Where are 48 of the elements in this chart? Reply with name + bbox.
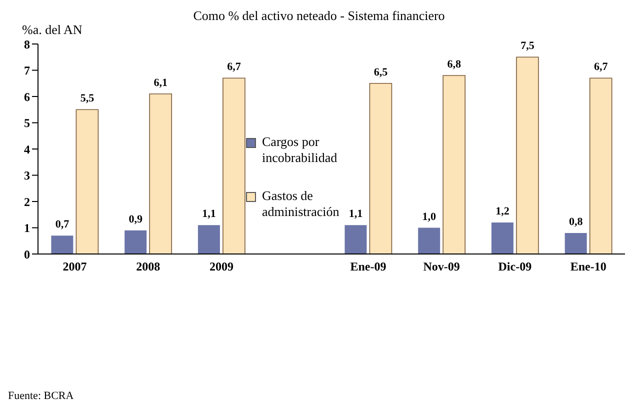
y-tick-label: 7 bbox=[24, 64, 30, 78]
y-tick-label: 5 bbox=[24, 116, 30, 130]
bar bbox=[344, 225, 367, 254]
y-tick-label: 6 bbox=[24, 90, 30, 104]
data-label: 0,9 bbox=[128, 213, 143, 226]
data-label: 1,2 bbox=[496, 206, 510, 218]
legend-label: Cargos por incobrabilidad bbox=[262, 134, 338, 166]
bar bbox=[516, 56, 539, 254]
source-note: Fuente: BCRA bbox=[8, 390, 75, 402]
data-label: 6,1 bbox=[154, 76, 168, 89]
bar bbox=[418, 228, 440, 254]
x-tick-label: 2008 bbox=[136, 260, 160, 274]
bar bbox=[149, 93, 172, 254]
data-label: 1,1 bbox=[348, 208, 363, 220]
y-tick-label: 0 bbox=[24, 247, 30, 262]
data-label: 5,5 bbox=[80, 92, 95, 105]
data-label: 0,8 bbox=[568, 216, 584, 228]
x-tick-label: 2009 bbox=[209, 260, 234, 274]
bar bbox=[76, 109, 99, 254]
bar bbox=[369, 82, 392, 254]
bar bbox=[564, 233, 587, 254]
bar bbox=[124, 230, 147, 254]
y-tick-label: 4 bbox=[24, 142, 30, 156]
data-label: 6,7 bbox=[594, 61, 608, 74]
data-label: 6,5 bbox=[374, 66, 388, 78]
chart-title: Como % del activo neteado - Sistema financiero bbox=[193, 8, 445, 23]
bar bbox=[198, 225, 220, 254]
data-label: 7,5 bbox=[520, 40, 535, 52]
data-label: 1,0 bbox=[422, 210, 436, 223]
x-tick-label: Dic-09 bbox=[498, 260, 532, 274]
bar bbox=[51, 236, 74, 254]
data-label: 1,1 bbox=[202, 208, 216, 220]
bar bbox=[442, 75, 466, 254]
y-tick-label: 2 bbox=[24, 194, 30, 209]
y-tick-label: 3 bbox=[24, 168, 30, 183]
data-label: 6,8 bbox=[447, 58, 462, 70]
y-tick-label: 8 bbox=[24, 37, 30, 52]
bar bbox=[589, 78, 612, 254]
legend-label: Gastos de administración bbox=[262, 188, 340, 219]
x-tick-label: 2007 bbox=[62, 260, 87, 274]
bar bbox=[491, 222, 514, 254]
x-tick-label: Ene-09 bbox=[350, 260, 386, 274]
data-label: 6,7 bbox=[227, 61, 242, 74]
x-tick-label: Ene-10 bbox=[570, 260, 606, 274]
x-tick-label: Nov-09 bbox=[423, 260, 460, 274]
y-axis-title: %a. del AN bbox=[22, 22, 82, 38]
y-tick-label: 1 bbox=[24, 221, 30, 236]
data-label: 0,7 bbox=[55, 218, 70, 231]
